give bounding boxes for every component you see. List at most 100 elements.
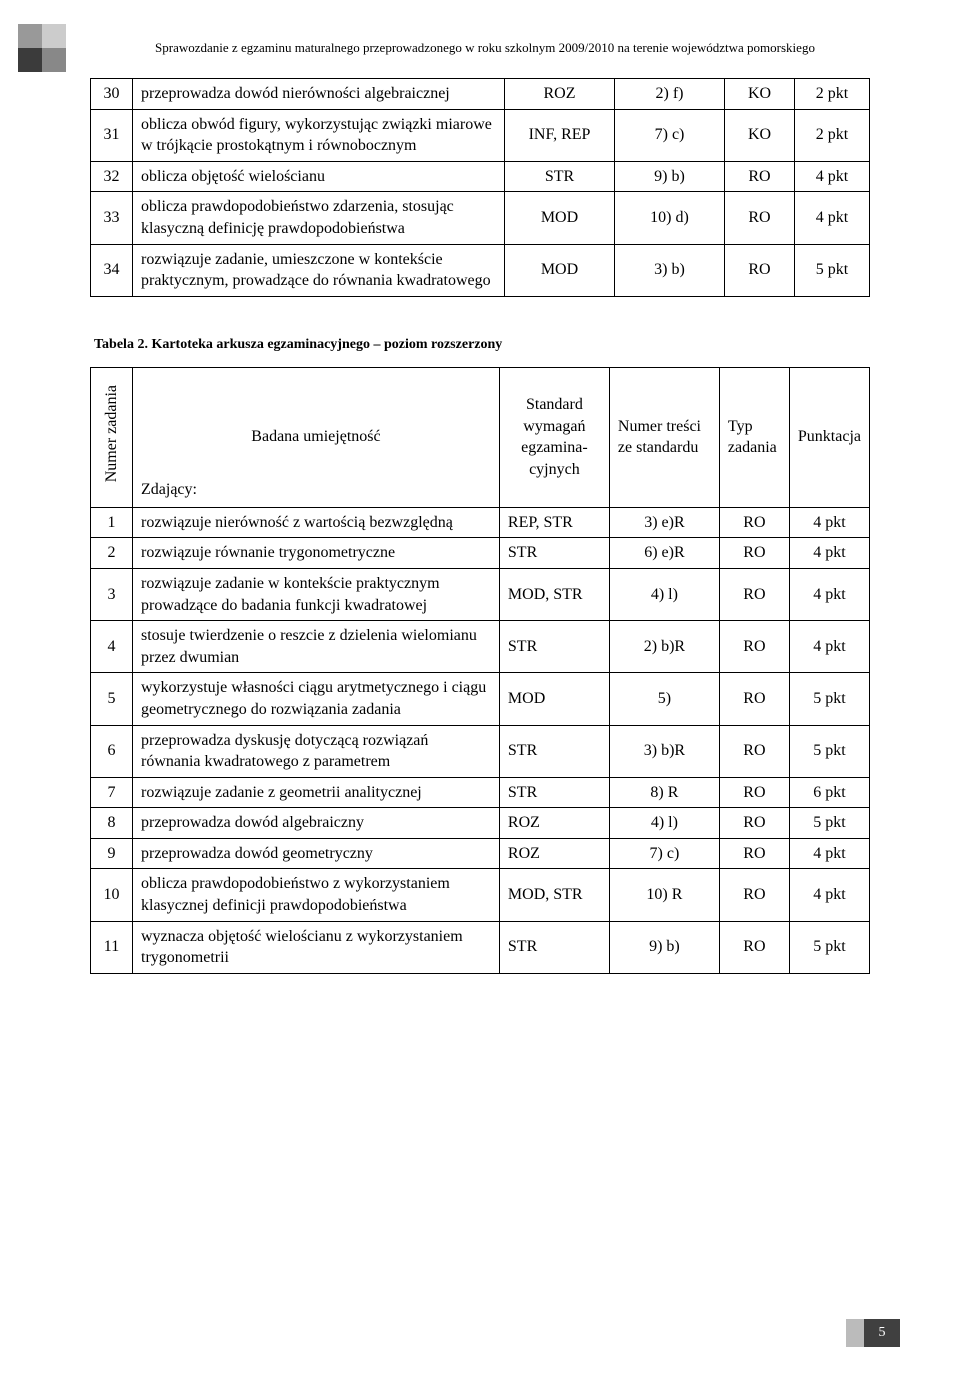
cell-num: 32: [91, 161, 133, 192]
logo-square: [18, 24, 42, 48]
cell-pkt: 4 pkt: [789, 568, 869, 620]
header-num: Numer zadania: [91, 367, 133, 507]
cell-tresc: 2) f): [615, 79, 725, 110]
cell-num: 2: [91, 538, 133, 569]
cell-typ: RO: [719, 568, 789, 620]
cell-num: 1: [91, 507, 133, 538]
cell-typ: RO: [719, 673, 789, 725]
cell-desc: rozwiązuje zadanie, umieszczone w kontek…: [133, 244, 505, 296]
cell-pkt: 6 pkt: [789, 777, 869, 808]
table-row: 8przeprowadza dowód algebraicznyROZ4) l)…: [91, 808, 870, 839]
table-row: 11wyznacza objętość wielościanu z wykorz…: [91, 921, 870, 973]
cell-desc: wykorzystuje własności ciągu arytmetyczn…: [133, 673, 500, 725]
cell-pkt: 4 pkt: [789, 869, 869, 921]
cell-std: MOD: [505, 192, 615, 244]
cell-desc: przeprowadza dyskusję dotyczącą rozwiąza…: [133, 725, 500, 777]
cell-tresc: 4) l): [609, 568, 719, 620]
cell-num: 6: [91, 725, 133, 777]
table-row: 34rozwiązuje zadanie, umieszczone w kont…: [91, 244, 870, 296]
cell-num: 8: [91, 808, 133, 839]
cell-tresc: 4) l): [609, 808, 719, 839]
cell-typ: RO: [725, 161, 795, 192]
cell-num: 30: [91, 79, 133, 110]
cell-typ: RO: [719, 838, 789, 869]
cell-desc: przeprowadza dowód algebraiczny: [133, 808, 500, 839]
table-2-caption: Tabela 2. Kartoteka arkusza egzaminacyjn…: [94, 337, 870, 353]
cell-num: 9: [91, 838, 133, 869]
cell-tresc: 7) c): [609, 838, 719, 869]
cell-desc: wyznacza objętość wielościanu z wykorzys…: [133, 921, 500, 973]
table-row: 10oblicza prawdopodobieństwo z wykorzyst…: [91, 869, 870, 921]
page-number: 5: [879, 1325, 886, 1341]
logo-square: [42, 48, 66, 72]
cell-tresc: 6) e)R: [609, 538, 719, 569]
cell-std: MOD, STR: [499, 869, 609, 921]
table-2-header-row: Numer zadania Badana umiejętność Zdający…: [91, 367, 870, 507]
page-number-box: 5: [864, 1319, 900, 1347]
cell-desc: oblicza prawdopodobieństwo zdarzenia, st…: [133, 192, 505, 244]
cell-std: STR: [499, 777, 609, 808]
table-row: 4stosuje twierdzenie o reszcie z dzielen…: [91, 621, 870, 673]
cell-pkt: 5 pkt: [789, 808, 869, 839]
cell-tresc: 9) b): [615, 161, 725, 192]
header-pkt: Punktacja: [789, 367, 869, 507]
cell-pkt: 4 pkt: [789, 838, 869, 869]
cell-typ: KO: [725, 109, 795, 161]
cell-pkt: 5 pkt: [789, 921, 869, 973]
cell-std: STR: [499, 538, 609, 569]
table-row: 1rozwiązuje nierówność z wartością bezwz…: [91, 507, 870, 538]
cell-tresc: 10) d): [615, 192, 725, 244]
cell-num: 5: [91, 673, 133, 725]
cell-std: STR: [499, 921, 609, 973]
cell-num: 34: [91, 244, 133, 296]
cell-std: MOD, STR: [499, 568, 609, 620]
header-skill-top: Badana umiejętność: [141, 426, 491, 448]
cell-typ: RO: [719, 869, 789, 921]
cell-desc: stosuje twierdzenie o reszcie z dzieleni…: [133, 621, 500, 673]
table-row: 7rozwiązuje zadanie z geometrii analityc…: [91, 777, 870, 808]
table-row: 3rozwiązuje zadanie w kontekście praktyc…: [91, 568, 870, 620]
logo-square: [18, 48, 42, 72]
cell-num: 3: [91, 568, 133, 620]
cell-pkt: 4 pkt: [795, 161, 870, 192]
table-row: 9przeprowadza dowód geometrycznyROZ7) c)…: [91, 838, 870, 869]
cell-std: ROZ: [505, 79, 615, 110]
cell-desc: oblicza prawdopodobieństwo z wykorzystan…: [133, 869, 500, 921]
table-row: 5wykorzystuje własności ciągu arytmetycz…: [91, 673, 870, 725]
header-skill-bottom: Zdający:: [141, 479, 197, 501]
cell-typ: RO: [725, 244, 795, 296]
cell-num: 10: [91, 869, 133, 921]
cell-pkt: 4 pkt: [789, 621, 869, 673]
cell-typ: RO: [719, 808, 789, 839]
cell-typ: RO: [719, 538, 789, 569]
cell-tresc: 3) e)R: [609, 507, 719, 538]
cell-desc: rozwiązuje równanie trygonometryczne: [133, 538, 500, 569]
cell-std: MOD: [499, 673, 609, 725]
cell-pkt: 5 pkt: [789, 673, 869, 725]
cell-desc: przeprowadza dowód geometryczny: [133, 838, 500, 869]
table-1: 30przeprowadza dowód nierówności algebra…: [90, 78, 870, 297]
cell-pkt: 2 pkt: [795, 109, 870, 161]
cell-typ: KO: [725, 79, 795, 110]
cell-pkt: 5 pkt: [795, 244, 870, 296]
cell-pkt: 4 pkt: [795, 192, 870, 244]
table-row: 30przeprowadza dowód nierówności algebra…: [91, 79, 870, 110]
table-2: Numer zadania Badana umiejętność Zdający…: [90, 367, 870, 974]
cell-std: ROZ: [499, 838, 609, 869]
cell-pkt: 4 pkt: [789, 507, 869, 538]
cell-typ: RO: [719, 621, 789, 673]
cell-desc: rozwiązuje zadanie z geometrii analitycz…: [133, 777, 500, 808]
table-row: 32oblicza objętość wielościanuSTR9) b)RO…: [91, 161, 870, 192]
cell-tresc: 7) c): [615, 109, 725, 161]
header-num-label: Numer zadania: [101, 377, 123, 490]
cell-pkt: 5 pkt: [789, 725, 869, 777]
cell-typ: RO: [719, 777, 789, 808]
cell-desc: oblicza obwód figury, wykorzystując zwią…: [133, 109, 505, 161]
cell-typ: RO: [719, 507, 789, 538]
table-row: 2rozwiązuje równanie trygonometryczneSTR…: [91, 538, 870, 569]
cell-desc: oblicza objętość wielościanu: [133, 161, 505, 192]
cell-tresc: 9) b): [609, 921, 719, 973]
header-std: Standard wymagań egzamina-cyjnych: [499, 367, 609, 507]
cell-num: 33: [91, 192, 133, 244]
cell-std: STR: [505, 161, 615, 192]
